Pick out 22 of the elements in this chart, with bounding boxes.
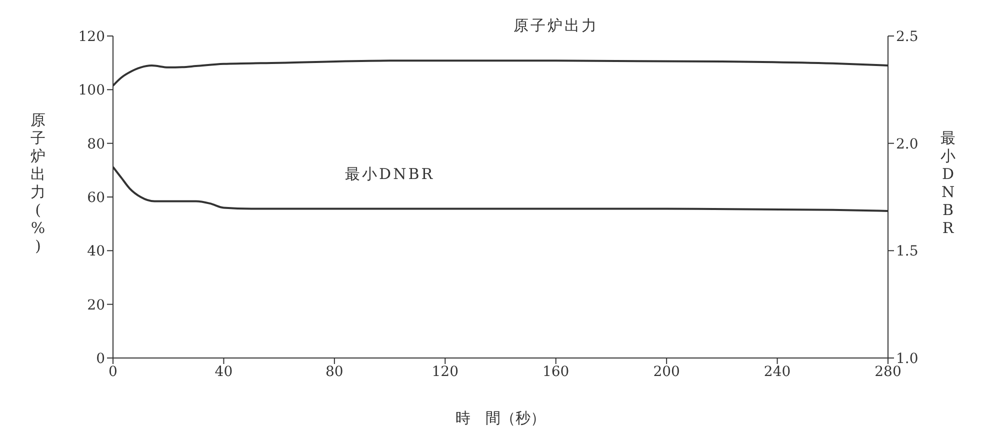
x-tick-label: 120 (432, 364, 459, 380)
y-tick-label: 20 (87, 297, 105, 314)
x-tick-label: 80 (326, 364, 344, 380)
series-label: 原子炉出力 (513, 16, 598, 35)
y-tick-label: 120 (78, 28, 105, 45)
y-tick-label: 0 (96, 350, 105, 367)
y2-tick-label: 2.5 (896, 28, 918, 45)
series-label: 最小DNBR (345, 164, 435, 183)
x-tick-label: 0 (108, 364, 118, 380)
y2-tick-label: 2.0 (896, 136, 918, 152)
y-tick-label: 40 (87, 244, 105, 260)
x-tick-label: 200 (653, 364, 680, 380)
y-axis-title: 原子炉出力(%) (30, 111, 46, 255)
y2-tick-label: 1.5 (896, 244, 918, 260)
y-tick-label: 100 (78, 82, 105, 99)
y-tick-label: 60 (87, 190, 105, 206)
y2-axis-title: 最小DNBR (940, 129, 956, 237)
x-tick-label: 160 (542, 364, 570, 380)
x-tick-label: 40 (214, 364, 233, 380)
x-axis-title: 時 間（秒） (456, 409, 546, 427)
y-tick-label: 80 (87, 136, 105, 152)
x-tick-label: 240 (764, 364, 791, 380)
